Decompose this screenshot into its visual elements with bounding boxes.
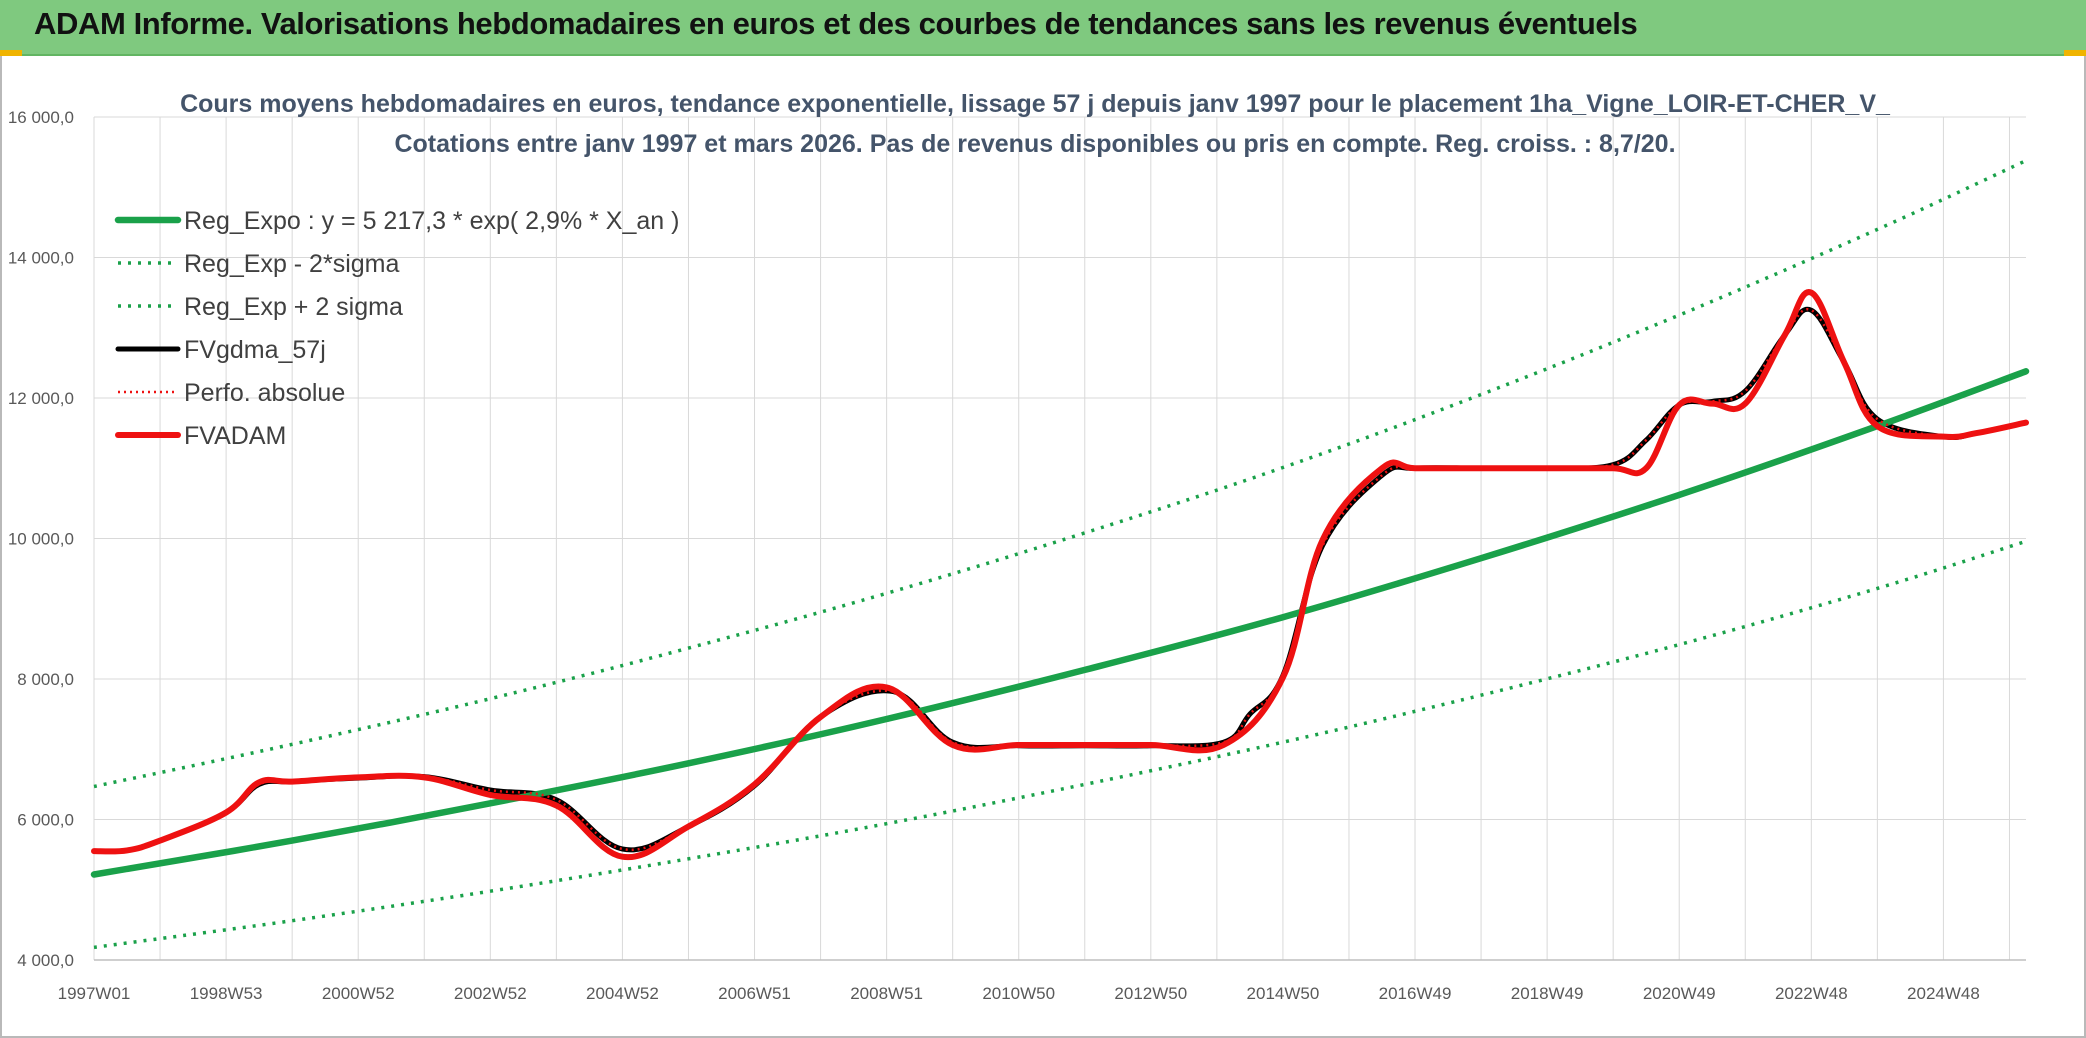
- legend: Reg_Expo : y = 5 217,3 * exp( 2,9% * X_a…: [114, 207, 679, 450]
- series-line-1: [90, 368, 2030, 878]
- chart-title: Cours moyens hebdomadaires en euros, ten…: [180, 90, 1891, 118]
- x-tick-label: 2000W52: [322, 984, 395, 1003]
- series-line-2: [93, 539, 2027, 950]
- x-tick-label: 2016W49: [1379, 984, 1452, 1003]
- header-bar: ADAM Informe. Valorisations hebdomadaire…: [0, 0, 2086, 56]
- series-line-6: [91, 289, 2029, 861]
- chart-subtitle: Cotations entre janv 1997 et mars 2026. …: [394, 130, 1675, 158]
- legend-label: Reg_Exp - 2*sigma: [184, 250, 399, 278]
- y-tick-label: 10 000,0: [8, 530, 74, 549]
- series-line-5: [93, 307, 2027, 853]
- x-tick-label: 2024W48: [1907, 984, 1980, 1003]
- x-tick-label: 1998W53: [190, 984, 263, 1003]
- y-tick-label: 4 000,0: [17, 951, 74, 970]
- x-tick-label: 2010W50: [982, 984, 1055, 1003]
- corner-mark-right: [2064, 50, 2086, 56]
- x-tick-label: 2014W50: [1247, 984, 1320, 1003]
- x-tick-label: 2020W49: [1643, 984, 1716, 1003]
- x-tick-label: 1997W01: [58, 984, 131, 1003]
- legend-label: Reg_Exp + 2 sigma: [184, 293, 403, 321]
- legend-label: FVADAM: [184, 422, 286, 450]
- series-layer: [90, 159, 2030, 950]
- x-tick-label: 2012W50: [1114, 984, 1187, 1003]
- y-tick-label: 14 000,0: [8, 249, 74, 268]
- page-title: ADAM Informe. Valorisations hebdomadaire…: [34, 6, 1638, 41]
- y-tick-label: 12 000,0: [8, 389, 74, 408]
- x-tick-label: 2008W51: [850, 984, 923, 1003]
- corner-mark-left: [0, 50, 22, 56]
- chart: 4 000,0 6 000,0 8 000,0 10 000,0 12 000,0 14 …: [8, 90, 2030, 1003]
- y-tick-label: 6 000,0: [17, 811, 74, 830]
- legend-label: FVgdma_57j: [184, 336, 326, 364]
- x-tick-label: 2022W48: [1775, 984, 1848, 1003]
- x-tick-label: 2006W51: [718, 984, 791, 1003]
- grid: [93, 116, 2026, 961]
- axes: 4 000,0 6 000,0 8 000,0 10 000,0 12 000,0 14 …: [8, 108, 2026, 1003]
- x-tick-label: 2004W52: [586, 984, 659, 1003]
- legend-label: Reg_Expo : y = 5 217,3 * exp( 2,9% * X_a…: [184, 207, 679, 235]
- x-tick-label: 2018W49: [1511, 984, 1584, 1003]
- y-tick-label: 8 000,0: [17, 670, 74, 689]
- y-tick-label: 16 000,0: [8, 108, 74, 127]
- series-line-3: [93, 159, 2027, 789]
- series-line-4: [91, 306, 2029, 854]
- x-tick-label: 2002W52: [454, 984, 527, 1003]
- legend-label: Perfo. absolue: [184, 379, 345, 407]
